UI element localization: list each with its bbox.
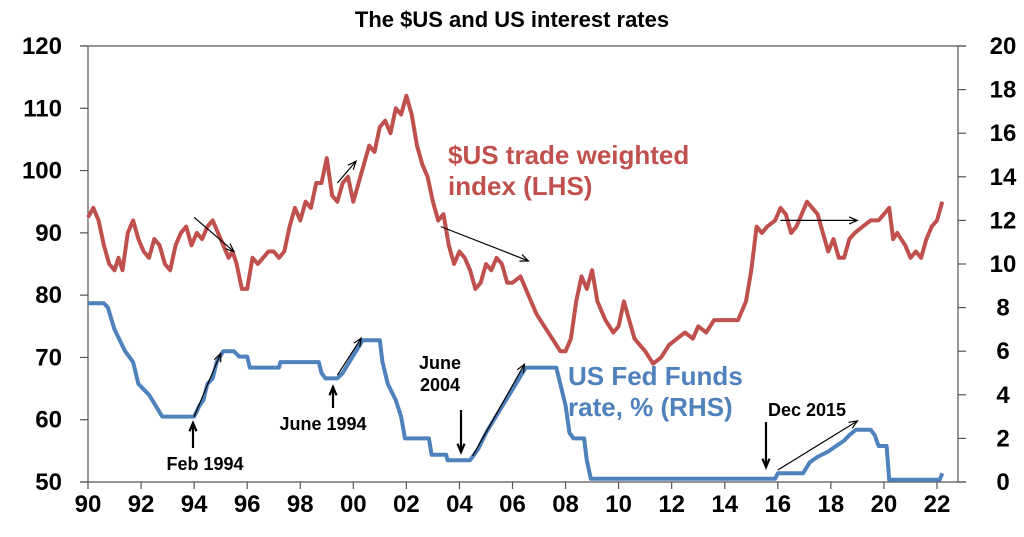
x-tick-label: 96 [234,491,261,518]
y-right-tick-label: 0 [996,469,1009,496]
trend-arrow [777,420,858,471]
x-tick-label: 00 [340,491,367,518]
chart-title: The $US and US interest rates [355,7,669,32]
x-tick-label: 16 [764,491,791,518]
june-2004-pointer-arrow-head [456,443,466,455]
x-tick-label: 98 [287,491,314,518]
y-right-tick-label: 14 [990,164,1017,191]
trend-arrow [336,337,362,376]
x-tick-label: 94 [181,491,208,518]
fed-series-label-line2: rate, % (RHS) [568,392,733,422]
y-right-tick-label: 2 [996,425,1009,452]
trend-arrow-head [519,254,530,262]
x-tick-label: 20 [871,491,898,518]
trend-arrow [336,160,357,184]
y-right-tick-label: 20 [990,33,1017,60]
trend-arrow [193,353,222,417]
trend-arrow-head [225,243,236,253]
axes [80,45,966,489]
trend-arrows [188,160,859,471]
y-right-tick-label: 18 [990,77,1017,104]
y-left-tick-label: 90 [35,220,62,247]
fed-funds-line [88,301,945,482]
usd-series-label-line2: index (LHS) [448,171,592,201]
series-lines [86,93,945,482]
feb-1994-pointer-arrow-head [188,420,198,432]
trend-arrow [472,363,525,457]
usd-index-line [86,93,945,366]
x-tick-label: 02 [393,491,420,518]
x-tick-label: 12 [658,491,685,518]
trend-arrow [440,226,529,262]
trend-arrow-head [848,420,859,429]
june-1994-pointer-arrow-head [328,384,338,396]
y-left-tick-label: 70 [35,344,62,371]
y-right-tick-label: 8 [996,295,1009,322]
y-right-tick-label: 16 [990,120,1017,147]
trend-arrow-head [353,336,363,348]
trend-arrow-head [848,216,859,225]
trend-arrow-head [213,351,222,363]
x-tick-label: 10 [605,491,632,518]
y-left-tick-label: 50 [35,469,62,496]
x-tick-label: 08 [552,491,579,518]
annotations: Feb 1994 June 1994 June 2004 Dec 2015 [166,353,846,474]
x-tick-label: 92 [128,491,155,518]
dec-2015-pointer-arrow-head [761,458,771,470]
fed-series-label-line1: US Fed Funds [568,361,743,391]
x-tick-label: 06 [499,491,526,518]
y-right-tick-label: 6 [996,338,1009,365]
x-tick-label: 22 [924,491,951,518]
trend-arrow-head [516,362,526,374]
trend-arrow [193,216,235,252]
y-left-tick-label: 120 [22,33,62,60]
x-tick-label: 90 [75,491,102,518]
x-tick-label: 14 [711,491,738,518]
series-labels: $US trade weighted index (LHS) US Fed Fu… [448,140,743,422]
annotation-feb-1994: Feb 1994 [166,454,243,474]
y-right-tick-label: 4 [996,382,1010,409]
y-left-tick-label: 110 [23,95,62,122]
y-left-tick-label: 80 [35,282,62,309]
annotation-june-2004-line1: June [419,353,461,373]
annotation-dec-2015: Dec 2015 [768,400,846,420]
y-right-tick-label: 12 [990,207,1017,234]
trend-arrow-head [347,160,357,170]
annotation-june-2004-line2: 2004 [420,375,460,395]
x-tick-label: 18 [818,491,845,518]
x-tick-label: 04 [446,491,473,518]
y-left-tick-label: 60 [35,407,62,434]
usd-series-label-line1: $US trade weighted [448,140,689,170]
y-right-tick-label: 10 [990,251,1017,278]
y-left-tick-label: 100 [22,158,62,185]
annotation-june-1994: June 1994 [279,414,366,434]
